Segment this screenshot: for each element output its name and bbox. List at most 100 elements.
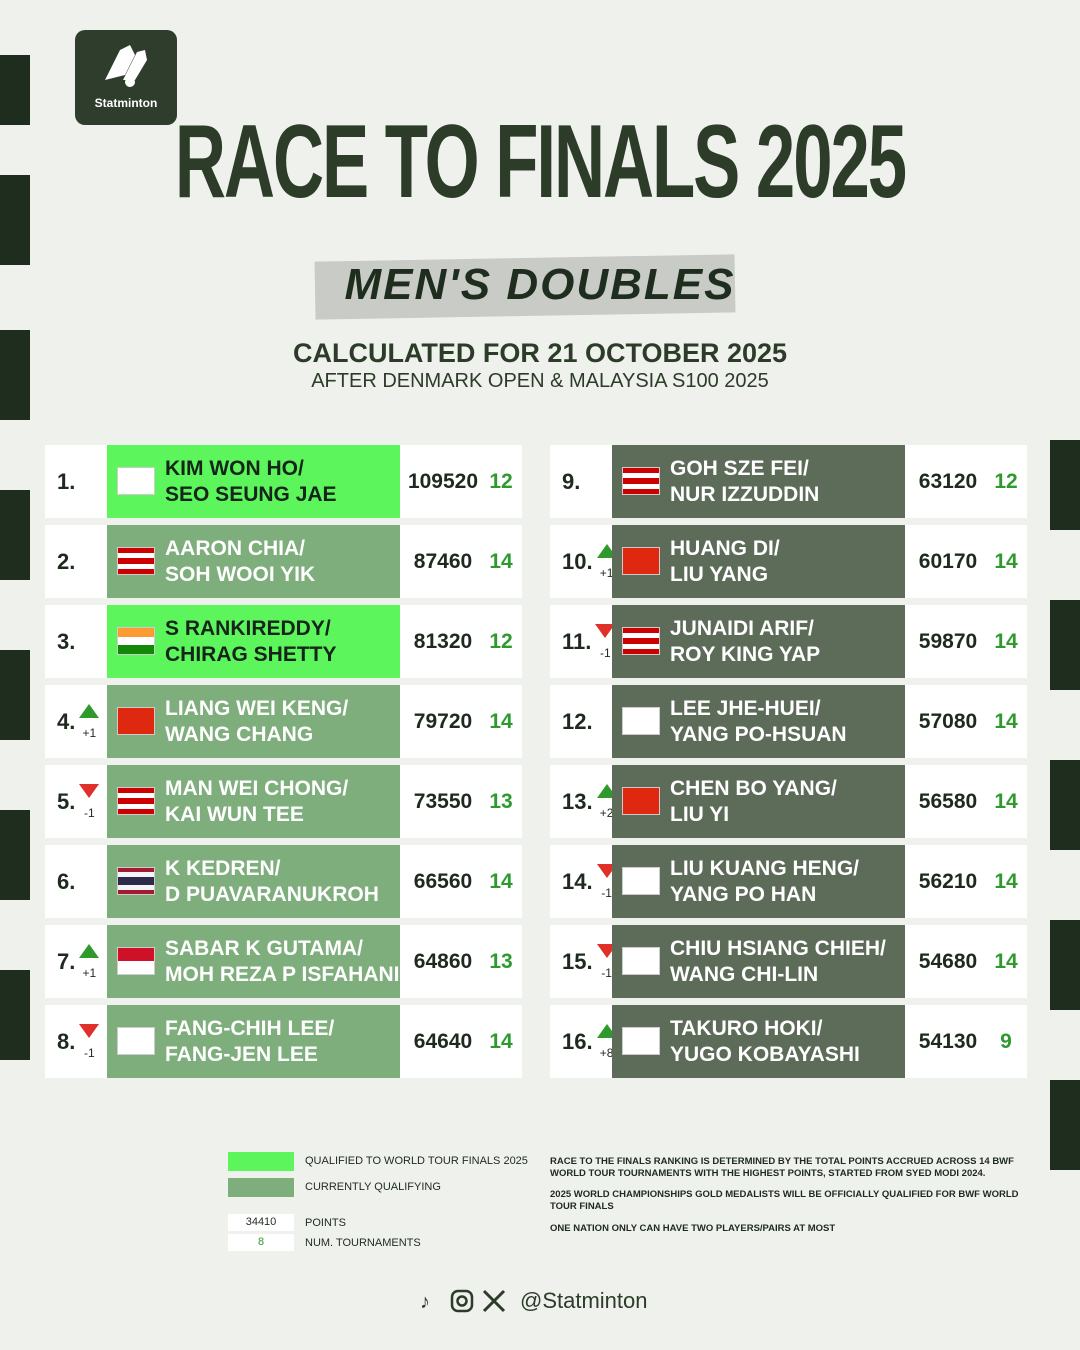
legend-swatch [228, 1178, 294, 1197]
points: 56210 [918, 870, 978, 893]
decor [0, 970, 30, 1060]
flag-stripe [118, 880, 154, 886]
rank: 2. [57, 548, 76, 574]
points-cell: 87460 14 [400, 525, 522, 598]
points-cell: 64860 13 [400, 925, 522, 998]
flag-stripe [118, 948, 154, 961]
rank-cell: 14. -1 [550, 845, 617, 918]
rank-cell: 9. [550, 445, 612, 518]
movement-arrow [596, 1023, 617, 1038]
note: 2025 WORLD CHAMPIONSHIPS GOLD MEDALISTS … [550, 1189, 1019, 1212]
movement-arrow [79, 1023, 100, 1038]
flag-stripe [623, 488, 659, 495]
movement-label: -1 [84, 805, 95, 820]
points: 87460 [413, 550, 473, 573]
rank: 3. [57, 628, 76, 654]
flag-stripe [118, 808, 154, 815]
tournaments: 12 [489, 630, 513, 653]
movement: +1 [77, 940, 101, 984]
flag [117, 867, 155, 895]
decor [0, 490, 30, 580]
flag [622, 787, 660, 815]
tournaments: 12 [994, 470, 1018, 493]
tournaments: 14 [994, 630, 1018, 653]
points-cell: 54130 9 [905, 1005, 1027, 1078]
points-label: POINTS [305, 1217, 346, 1229]
rank-cell: 4. +1 [45, 685, 107, 758]
subtitle: MEN'S DOUBLES [344, 260, 736, 309]
handle: @Statminton [520, 1288, 648, 1313]
points-cell: 56210 14 [905, 845, 1027, 918]
decor [0, 55, 30, 125]
points-sample: 34410 [228, 1214, 294, 1231]
decor [0, 330, 30, 420]
movement: +2 [595, 780, 619, 824]
points: 63120 [918, 470, 978, 493]
points: 57080 [918, 710, 978, 733]
player-1: S RANKIREDDY/ [165, 616, 331, 640]
flag-stripe [623, 628, 659, 634]
points-cell: 81320 12 [400, 605, 522, 678]
flag-stripe [623, 483, 659, 489]
rank-cell: 2. [45, 525, 107, 598]
rank-cell: 5. -1 [45, 765, 107, 838]
flag-stripe [623, 948, 659, 974]
name-cell: JUNAIDI ARIF/ROY KING YAP [612, 605, 905, 678]
flag-stripe [623, 548, 659, 574]
tournaments: 13 [489, 790, 513, 813]
player-1: FANG-CHIH LEE/ [165, 1016, 335, 1040]
player-2: LIU YANG [670, 562, 769, 586]
player-2: SOH WOOI YIK [165, 562, 316, 586]
legend-label: QUALIFIED TO WORLD TOUR FINALS 2025 [305, 1155, 528, 1167]
player-2: YUGO KOBAYASHI [670, 1042, 860, 1066]
movement-arrow [79, 943, 100, 958]
movement-label: +1 [82, 725, 97, 740]
flag-stripe [118, 868, 154, 873]
tournaments: 14 [994, 550, 1018, 573]
tournaments: 14 [994, 710, 1018, 733]
flag-stripe [118, 798, 154, 804]
tournaments: 14 [489, 710, 513, 733]
player-2: YANG PO HAN [670, 882, 817, 906]
movement-arrow [596, 783, 617, 798]
flag-stripe [118, 889, 154, 894]
name-cell: MAN WEI CHONG/KAI WUN TEE [107, 765, 400, 838]
decor [1050, 1080, 1080, 1170]
rank: 15. [562, 948, 593, 974]
player-2: WANG CHI-LIN [670, 962, 819, 986]
player-1: LEE JHE-HUEI/ [670, 696, 821, 720]
name-cell: FANG-CHIH LEE/FANG-JEN LEE [107, 1005, 400, 1078]
rank-cell: 10. +1 [550, 525, 617, 598]
movement-label: +2 [599, 805, 614, 820]
player-2: ROY KING YAP [670, 642, 821, 666]
movement-label: -1 [600, 645, 611, 660]
flag-stripe [118, 708, 154, 734]
movement-arrow [79, 783, 100, 798]
flag-stripe [623, 643, 659, 649]
flag [117, 627, 155, 655]
decor [1050, 600, 1080, 690]
name-cell: GOH SZE FEI/NUR IZZUDDIN [612, 445, 905, 518]
flag-stripe [623, 1028, 659, 1054]
flag-stripe [118, 872, 154, 877]
points-cell: 63120 12 [905, 445, 1027, 518]
player-2: WANG CHANG [165, 722, 314, 746]
points: 54130 [918, 1030, 978, 1053]
player-1: TAKURO HOKI/ [670, 1016, 823, 1040]
flag [117, 1027, 155, 1055]
player-2: D PUAVARANUKROH [165, 882, 379, 906]
movement: -1 [595, 860, 619, 904]
points-cell: 66560 14 [400, 845, 522, 918]
flag-stripe [118, 1028, 154, 1054]
rank: 10. [562, 548, 593, 574]
flag-stripe [118, 468, 154, 494]
tournaments-sample: 8 [228, 1234, 294, 1251]
rank-cell: 7. +1 [45, 925, 107, 998]
title: RACE TO FINALS 2025 [174, 104, 907, 220]
flag-stripe [118, 885, 154, 890]
flag [622, 1027, 660, 1055]
player-2: MOH REZA P ISFAHANI [165, 962, 400, 986]
name-cell: LIANG WEI KENG/WANG CHANG [107, 685, 400, 758]
name-cell: CHEN BO YANG/LIU YI [612, 765, 905, 838]
